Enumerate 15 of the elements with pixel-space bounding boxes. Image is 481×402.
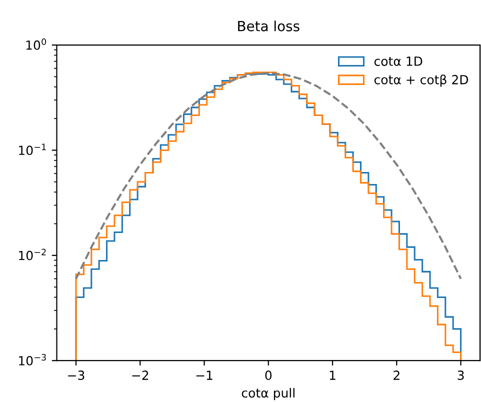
x-axis-title: cotα pull [242,388,294,400]
y-tick-label: 10$^{0}$ [26,38,46,50]
x-tick-label: 3 [458,370,464,380]
legend-label: cotα + cotβ 2D [374,74,468,87]
y-tick-label: 10$^{−2}$ [19,248,46,260]
x-tick-label: −2 [132,370,148,380]
legend-label: cotα 1D [374,56,422,66]
y-tick-label: 10$^{−3}$ [19,354,46,366]
x-tick-label: 2 [394,370,400,380]
x-tick-label: −3 [68,370,84,380]
x-tick-label: 1 [330,370,336,380]
chart-title: Beta loss [238,20,300,32]
x-tick-label: 0 [265,370,272,380]
y-tick-label: 10$^{−1}$ [19,144,46,156]
x-tick-label: −1 [196,370,212,380]
